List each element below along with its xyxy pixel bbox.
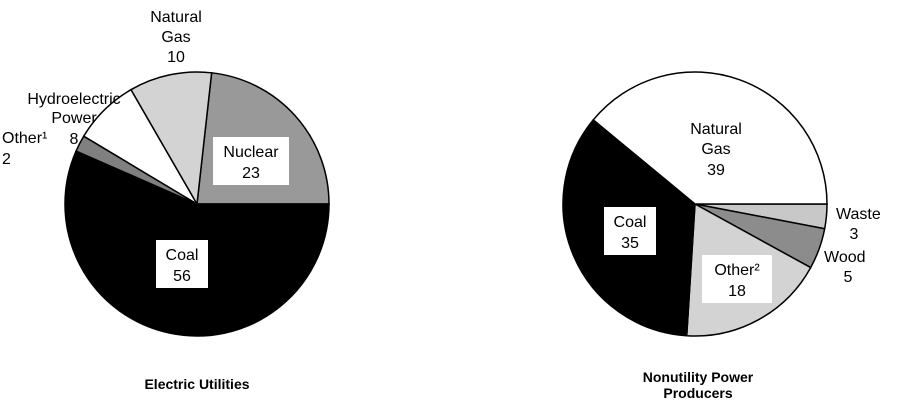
label-natural-gas-line2: Gas: [701, 141, 730, 158]
value-other: 2: [2, 151, 11, 168]
value-wood: 5: [844, 269, 853, 286]
slice-natural-gas: [592, 71, 828, 205]
label-other-2: Other²: [714, 262, 760, 279]
label-natural-gas-line1: Natural: [690, 121, 742, 138]
label-other: Other¹: [2, 130, 47, 147]
label-box-nuclear: [213, 137, 289, 185]
label-box-coal: [604, 207, 656, 255]
value-coal: 56: [173, 268, 191, 285]
label-waste: Waste: [836, 206, 881, 223]
label-wood: Wood: [824, 249, 866, 266]
pie-chart-electric-utilities: Nuclear 23 Coal 56 Other¹ 2 Hydroelectri…: [2, 9, 330, 392]
value-natural-gas: 39: [707, 162, 725, 179]
value-natural-gas: 10: [167, 49, 185, 66]
pie-chart-nonutility-power-producers: Natural Gas 39 Coal 35 Other² 18 Waste 3…: [562, 71, 881, 401]
label-box-other-2: [702, 255, 772, 303]
label-nuclear: Nuclear: [223, 144, 279, 161]
label-box-coal: [156, 240, 208, 288]
value-waste: 3: [850, 226, 859, 243]
chart-title-electric-utilities: Electric Utilities: [144, 376, 249, 392]
label-hydroelectric-line1: Hydroelectric: [27, 91, 120, 108]
value-hydroelectric-power: 8: [70, 131, 79, 148]
label-natural-gas-line2: Gas: [161, 29, 190, 46]
value-other-2: 18: [728, 283, 746, 300]
value-coal: 35: [621, 235, 639, 252]
chart-title-nonutility-line1: Nonutility Power: [643, 369, 754, 385]
label-natural-gas-line1: Natural: [150, 9, 202, 26]
slice-natural-gas: [129, 71, 213, 207]
label-coal: Coal: [614, 214, 647, 231]
value-nuclear: 23: [242, 165, 260, 182]
label-coal: Coal: [166, 247, 199, 264]
label-hydroelectric-line2: Power: [51, 110, 97, 127]
chart-title-nonutility-line2: Producers: [663, 385, 732, 401]
